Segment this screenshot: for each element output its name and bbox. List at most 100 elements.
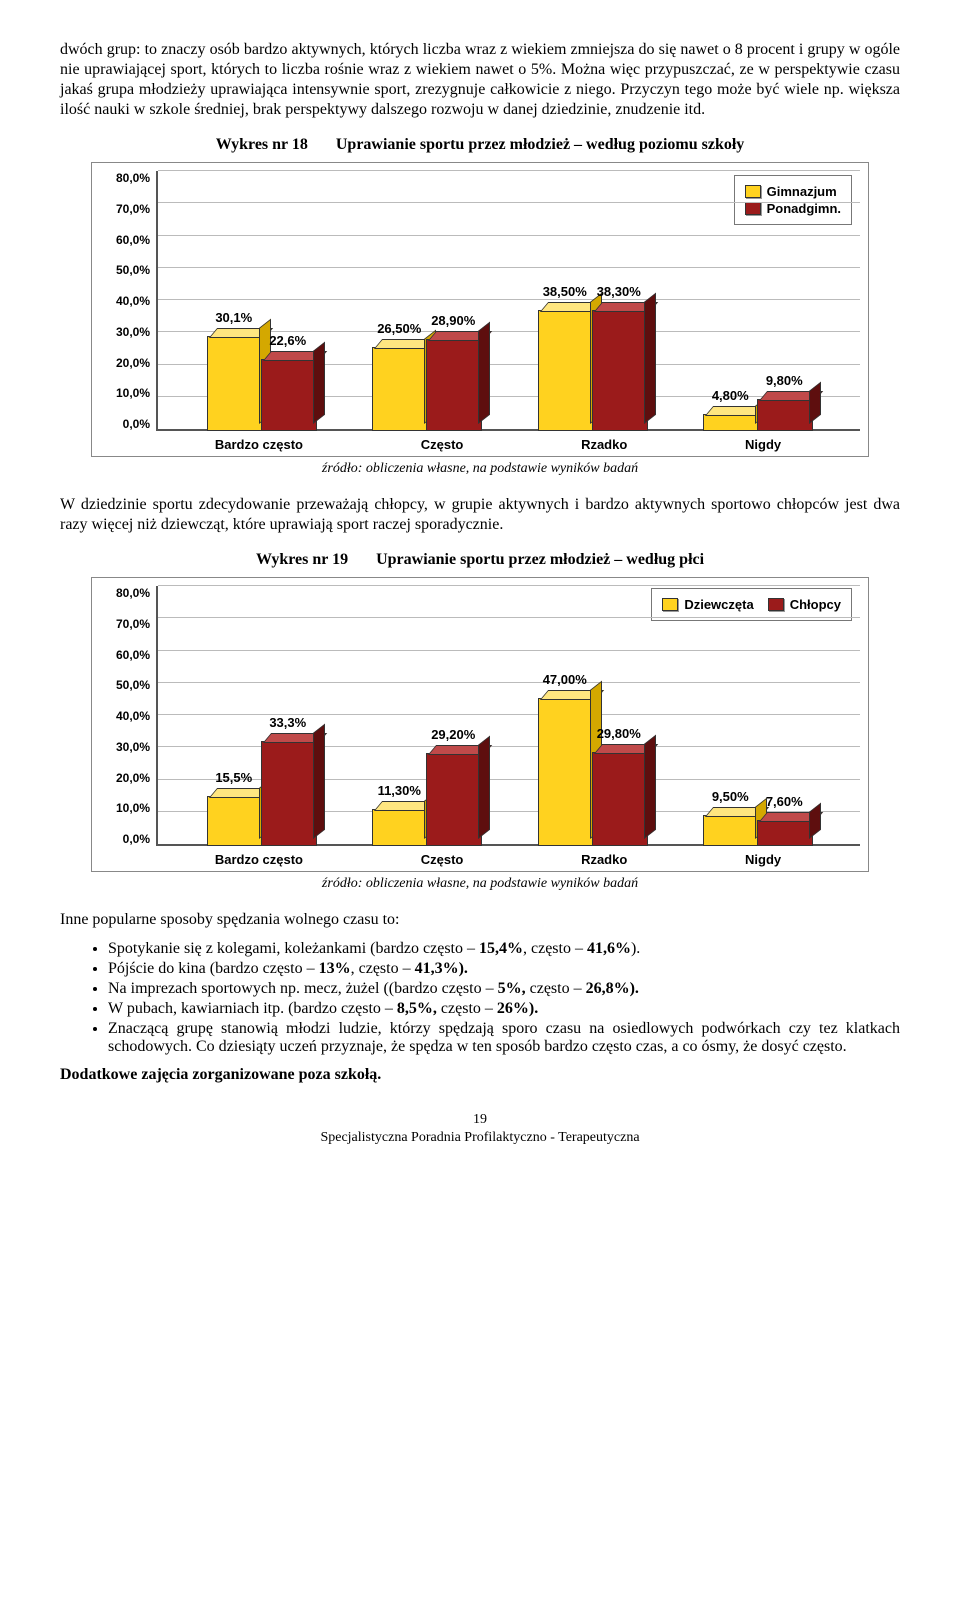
plot-canvas: 15,5%33,3%11,30%29,20%47,00%29,80%9,50%7…	[156, 586, 860, 846]
bar-value-label: 38,30%	[592, 284, 646, 299]
x-tick-label: Nigdy	[745, 437, 781, 452]
intro-paragraph: dwóch grup: to znaczy osób bardzo aktywn…	[60, 40, 900, 120]
bar: 22,6%	[261, 359, 315, 429]
bar-value-label: 22,6%	[261, 333, 315, 348]
y-tick-label: 30,0%	[116, 740, 150, 754]
bar-group: 26,50%28,90%	[372, 339, 480, 429]
bar-value-label: 9,50%	[703, 789, 757, 804]
y-tick-label: 0,0%	[123, 832, 150, 846]
bar-value-label: 11,30%	[372, 783, 426, 798]
bar: 38,50%	[538, 310, 592, 429]
list-item: W pubach, kawiarniach itp. (bardzo częst…	[108, 1000, 900, 1018]
list-item: Spotykanie się z kolegami, koleżankami (…	[108, 940, 900, 958]
y-tick-label: 60,0%	[116, 648, 150, 662]
bar-front	[207, 336, 263, 431]
bar-front	[592, 752, 648, 846]
bar-value-label: 29,20%	[426, 727, 480, 742]
bar-front	[538, 310, 594, 431]
bar-value-label: 4,80%	[703, 388, 757, 403]
plot-area: 0,0% 10,0% 20,0% 30,0% 40,0% 50,0% 60,0% 70,0% 8…	[100, 586, 860, 846]
y-tick-label: 40,0%	[116, 709, 150, 723]
y-tick-label: 40,0%	[116, 294, 150, 308]
y-tick-label: 60,0%	[116, 233, 150, 247]
bar-value-label: 33,3%	[261, 715, 315, 730]
bullet-list: Spotykanie się z kolegami, koleżankami (…	[60, 940, 900, 1056]
chart19-source: źródło: obliczenia własne, na podstawie …	[60, 876, 900, 892]
chart18: GimnazjumPonadgimn.0,0%10,0%20,0%30,0%40…	[91, 162, 869, 457]
bar-value-label: 47,00%	[538, 672, 592, 687]
y-tick-label: 80,0%	[116, 586, 150, 600]
bar-groups: 15,5%33,3%11,30%29,20%47,00%29,80%9,50%7…	[158, 586, 860, 844]
y-tick-label: 20,0%	[116, 771, 150, 785]
chart18-source: źródło: obliczenia własne, na podstawie …	[60, 461, 900, 477]
y-tick-label: 10,0%	[116, 801, 150, 815]
y-axis: 0,0% 10,0% 20,0% 30,0% 40,0% 50,0% 60,0% 70,0% 8…	[100, 586, 156, 846]
bar: 47,00%	[538, 698, 592, 844]
x-tick-label: Rzadko	[581, 437, 627, 452]
bar-side	[313, 723, 325, 839]
bar-side	[809, 381, 821, 424]
bar-front	[207, 796, 263, 846]
y-tick-label: 50,0%	[116, 263, 150, 277]
x-tick-label: Nigdy	[745, 852, 781, 867]
x-tick-label: Często	[421, 437, 464, 452]
bar-group: 47,00%29,80%	[538, 698, 646, 844]
chart18-title-row: Wykres nr 18 Uprawianie sportu przez mło…	[60, 136, 900, 154]
page-footer: 19 Specjalistyczna Poradnia Profilaktycz…	[60, 1112, 900, 1146]
bar-front	[426, 339, 482, 431]
bar-side	[478, 736, 490, 839]
bar: 29,20%	[426, 753, 480, 844]
bar: 29,80%	[592, 752, 646, 844]
bar-front	[261, 741, 317, 846]
bar-value-label: 7,60%	[757, 794, 811, 809]
bar-group: 30,1%22,6%	[207, 336, 315, 429]
bar: 30,1%	[207, 336, 261, 429]
bar-group: 4,80%9,80%	[703, 399, 811, 429]
y-tick-label: 70,0%	[116, 202, 150, 216]
bar-value-label: 30,1%	[207, 310, 261, 325]
page-number: 19	[60, 1112, 900, 1128]
bar: 38,30%	[592, 310, 646, 429]
bar-value-label: 26,50%	[372, 321, 426, 336]
x-tick-label: Bardzo często	[215, 437, 303, 452]
bar-front	[757, 399, 813, 431]
bar-front	[426, 753, 482, 846]
y-tick-label: 50,0%	[116, 678, 150, 692]
x-axis: Bardzo częstoCzęstoRzadkoNigdy	[100, 846, 860, 867]
bar: 28,90%	[426, 339, 480, 429]
y-tick-label: 80,0%	[116, 171, 150, 185]
chart18-title: Uprawianie sportu przez młodzież – wedłu…	[336, 136, 744, 153]
x-tick-label: Często	[421, 852, 464, 867]
chart19-title: Uprawianie sportu przez młodzież – wedłu…	[376, 551, 704, 568]
plot-canvas: 30,1%22,6%26,50%28,90%38,50%38,30%4,80%9…	[156, 171, 860, 431]
y-tick-label: 70,0%	[116, 617, 150, 631]
footer-org: Specjalistyczna Poradnia Profilaktyczno …	[60, 1130, 900, 1146]
bar-side	[313, 342, 325, 424]
bar-front	[703, 815, 759, 846]
chart19: DziewczętaChłopcy0,0%10,0%20,0%30,0%40,0…	[91, 577, 869, 872]
bar-front	[372, 347, 428, 431]
x-tick-label: Rzadko	[581, 852, 627, 867]
y-tick-label: 0,0%	[123, 417, 150, 431]
y-tick-label: 10,0%	[116, 386, 150, 400]
mid-paragraph: W dziedzinie sportu zdecydowanie przeważ…	[60, 495, 900, 535]
bar-group: 9,50%7,60%	[703, 815, 811, 844]
bar-groups: 30,1%22,6%26,50%28,90%38,50%38,30%4,80%9…	[158, 171, 860, 429]
bar: 7,60%	[757, 820, 811, 844]
plot-area: 0,0%10,0%20,0%30,0%40,0%50,0%60,0%70,0%8…	[100, 171, 860, 431]
bar: 4,80%	[703, 414, 757, 429]
bar-value-label: 29,80%	[592, 726, 646, 741]
x-axis: Bardzo często Często Rzadko Nigdy	[100, 431, 860, 452]
bar-side	[478, 322, 490, 424]
bar: 33,3%	[261, 741, 315, 844]
bar-group: 11,30%29,20%	[372, 753, 480, 844]
bar-value-label: 9,80%	[757, 373, 811, 388]
bar-side	[644, 293, 656, 424]
list-item: Pójście do kina (bardzo często – 13%, cz…	[108, 960, 900, 978]
bar-front	[757, 820, 813, 846]
bar-front	[703, 414, 759, 431]
y-axis: 0,0%10,0%20,0%30,0%40,0%50,0%60,0%70,0%8…	[100, 171, 156, 431]
bar-front	[372, 809, 428, 846]
bar: 9,80%	[757, 399, 811, 429]
list-item: Na imprezach sportowych np. mecz, żużel …	[108, 980, 900, 998]
